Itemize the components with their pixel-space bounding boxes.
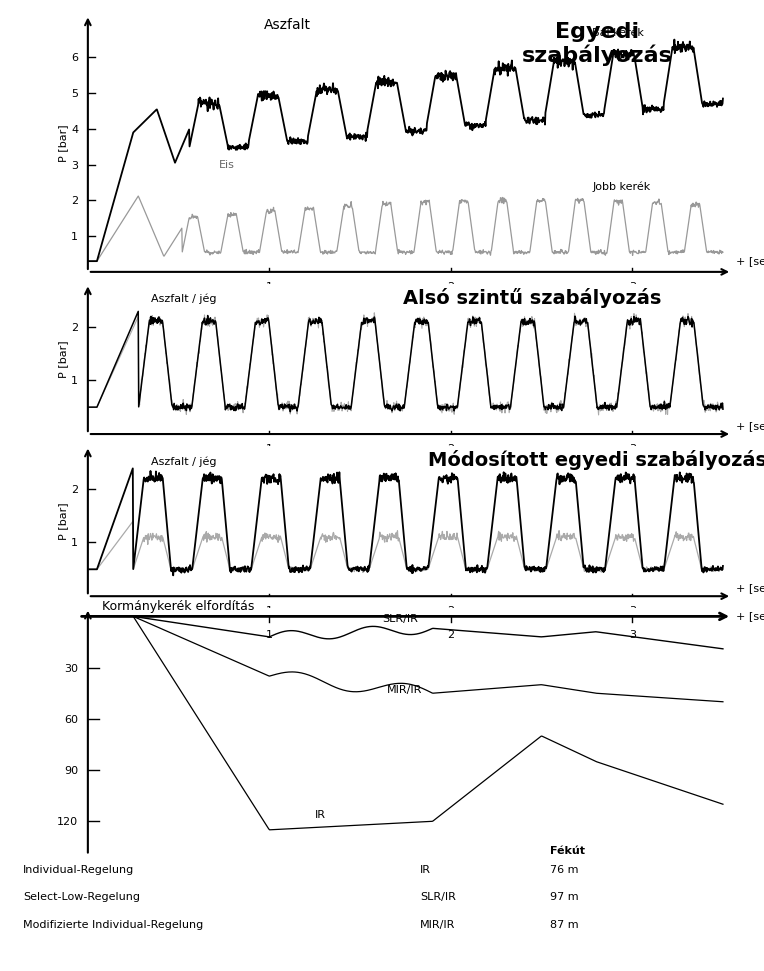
Text: MIR/IR: MIR/IR: [420, 920, 455, 929]
Text: 87 m: 87 m: [550, 920, 578, 929]
Text: Alsó szintű szabályozás: Alsó szintű szabályozás: [403, 288, 661, 308]
Text: Modifizierte Individual-Regelung: Modifizierte Individual-Regelung: [23, 920, 203, 929]
Text: + [sec]: + [sec]: [736, 256, 764, 266]
Text: 97 m: 97 m: [550, 892, 578, 902]
Text: + [sec]: + [sec]: [736, 612, 764, 621]
Text: 2: 2: [447, 630, 455, 640]
Text: Aszfalt / jég: Aszfalt / jég: [151, 456, 217, 466]
Text: + [sec]: + [sec]: [736, 584, 764, 593]
Text: Kormánykerék elfordítás: Kormánykerék elfordítás: [102, 600, 254, 613]
Text: Bal kerék: Bal kerék: [592, 28, 644, 38]
Text: + [sec]: + [sec]: [736, 421, 764, 431]
Text: Individual-Regelung: Individual-Regelung: [23, 865, 134, 875]
Text: SLR/IR: SLR/IR: [420, 892, 456, 902]
Text: Aszfalt / jég: Aszfalt / jég: [151, 294, 217, 304]
Text: IR: IR: [420, 865, 431, 875]
Text: SLR/IR: SLR/IR: [382, 614, 418, 623]
Text: 1: 1: [266, 630, 273, 640]
Text: Aszfalt: Aszfalt: [264, 17, 311, 32]
Text: 3: 3: [629, 630, 636, 640]
Text: Eis: Eis: [219, 160, 235, 170]
Text: Select-Low-Regelung: Select-Low-Regelung: [23, 892, 140, 902]
Text: Módosított egyedi szabályozás: Módosított egyedi szabályozás: [428, 451, 764, 470]
Text: Egyedi
szabályozás: Egyedi szabályozás: [522, 22, 673, 65]
Text: Jobb kerék: Jobb kerék: [592, 182, 650, 191]
Y-axis label: P [bar]: P [bar]: [58, 340, 68, 378]
Text: 76 m: 76 m: [550, 865, 578, 875]
Text: MIR/IR: MIR/IR: [387, 686, 422, 695]
Y-axis label: P [bar]: P [bar]: [58, 124, 68, 162]
Y-axis label: P [bar]: P [bar]: [58, 502, 68, 540]
Text: Fékút: Fékút: [550, 846, 585, 856]
Text: IR: IR: [315, 810, 325, 820]
